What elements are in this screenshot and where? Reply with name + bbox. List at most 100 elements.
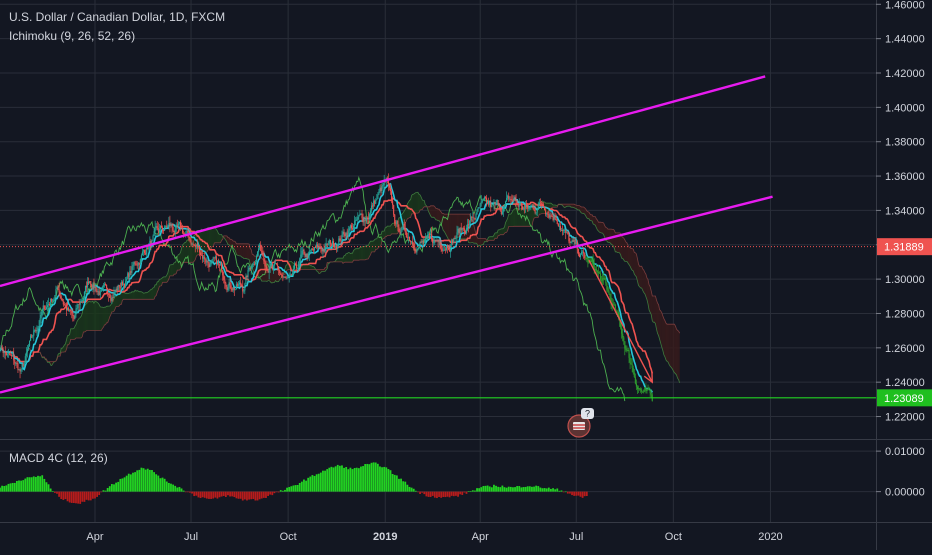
- candle-body: [28, 347, 29, 350]
- candle-body: [376, 199, 377, 200]
- candle-body: [366, 218, 367, 221]
- indicator-legend[interactable]: Ichimoku (9, 26, 52, 26): [9, 29, 135, 43]
- candle-body: [417, 248, 418, 249]
- kumo-segment: [350, 253, 351, 262]
- candle-body: [224, 280, 225, 284]
- candle-body: [645, 388, 646, 391]
- macd-bar: [341, 465, 343, 491]
- macd-bar: [22, 480, 24, 491]
- kumo-segment: [675, 326, 676, 375]
- macd-bar: [155, 474, 157, 491]
- candle-body: [157, 226, 158, 228]
- candle-body: [294, 264, 295, 269]
- macd-bar: [166, 482, 168, 492]
- macd-bar: [459, 492, 461, 495]
- kumo-segment: [444, 214, 445, 233]
- macd-bar: [37, 476, 39, 492]
- candle-body: [31, 335, 32, 336]
- candle-body: [33, 330, 34, 335]
- candle-body: [130, 271, 131, 273]
- macd-bar: [539, 488, 541, 492]
- macd-bar: [109, 486, 111, 491]
- candle-body: [646, 390, 647, 391]
- macd-bar: [1, 486, 3, 492]
- candle-body: [182, 228, 183, 233]
- macd-bar: [16, 481, 18, 492]
- candle-body: [274, 264, 275, 266]
- kumo-segment: [436, 208, 437, 219]
- macd-bar: [54, 492, 56, 493]
- candle-body: [583, 252, 584, 254]
- kumo-segment: [519, 209, 520, 226]
- price-tick-label: 1.36000: [885, 171, 925, 183]
- candle-body: [356, 219, 357, 220]
- macd-bar: [312, 475, 314, 492]
- candle-body: [462, 228, 463, 230]
- macd-bar: [343, 468, 345, 492]
- kumo-segment: [658, 303, 659, 336]
- kumo-segment: [627, 243, 628, 263]
- macd-bar: [111, 484, 113, 492]
- kumo-segment: [193, 235, 194, 262]
- candle-body: [50, 299, 51, 305]
- candle-body: [379, 188, 380, 192]
- kumo-segment: [207, 228, 208, 252]
- kumo-segment: [170, 265, 171, 276]
- candle-body: [98, 291, 99, 292]
- candle-body: [297, 268, 298, 269]
- candle-body: [630, 358, 631, 363]
- macd-bar: [514, 487, 516, 492]
- macd-bar: [440, 492, 442, 498]
- candle-body: [282, 277, 283, 278]
- candle-body: [189, 238, 190, 240]
- candle-body: [303, 250, 304, 254]
- candle-body: [372, 206, 373, 207]
- kumo-segment: [339, 258, 340, 262]
- candle-body: [606, 283, 607, 289]
- price-tick-label: 1.30000: [885, 274, 925, 286]
- candle-body: [520, 203, 521, 205]
- candle-body: [468, 224, 469, 225]
- candle-body: [208, 262, 209, 267]
- kumo-segment: [417, 192, 418, 213]
- candle-body: [484, 197, 485, 200]
- macd-bar: [58, 492, 60, 497]
- candle-body: [165, 226, 166, 227]
- macd-bar: [3, 486, 5, 492]
- kumo-segment: [670, 324, 671, 367]
- candle-body: [644, 388, 645, 390]
- kumo-segment: [347, 253, 348, 263]
- macd-bar: [179, 487, 181, 492]
- macd-bar: [141, 468, 143, 492]
- kumo-segment: [673, 324, 674, 373]
- candle-body: [557, 221, 558, 224]
- candle-body: [51, 299, 52, 302]
- macd-bar: [151, 470, 153, 492]
- macd-bar: [115, 483, 117, 492]
- macd-bar: [345, 467, 347, 492]
- candle-body: [40, 318, 41, 326]
- macd-bar: [444, 492, 446, 497]
- macd-legend[interactable]: MACD 4C (12, 26): [9, 451, 108, 465]
- macd-bar: [442, 492, 444, 497]
- kumo-segment: [608, 229, 609, 242]
- candle-body: [624, 341, 625, 348]
- kumo-segment: [664, 319, 665, 357]
- macd-bar: [413, 489, 415, 492]
- candle-body: [287, 278, 288, 279]
- macd-bar: [356, 468, 358, 492]
- candle-body: [12, 355, 13, 356]
- kumo-segment: [139, 292, 140, 300]
- kumo-segment: [510, 214, 511, 226]
- kumo-segment: [359, 247, 360, 260]
- candle-body: [422, 241, 423, 242]
- candle-body: [60, 292, 61, 296]
- green-level-tag-label: 1.23089: [884, 393, 924, 405]
- candle-body: [257, 252, 258, 256]
- macd-bar: [495, 486, 497, 492]
- kumo-segment: [152, 288, 153, 299]
- candle-body: [487, 202, 488, 203]
- candle-body: [357, 217, 358, 220]
